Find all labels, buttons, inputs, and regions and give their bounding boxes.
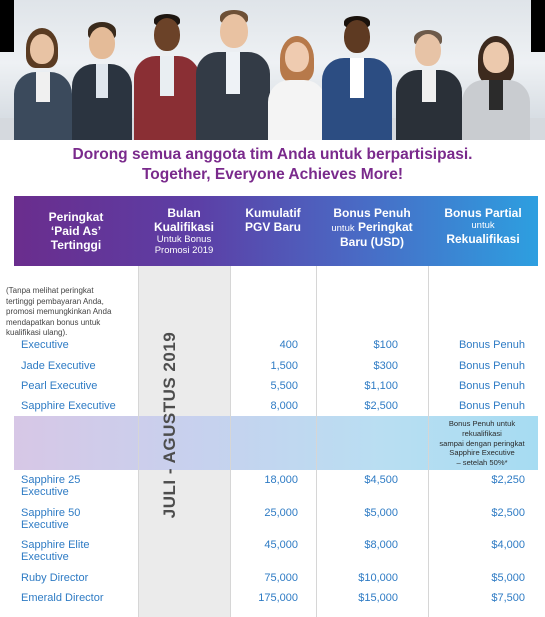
header-rank-line-3: Tertinggi: [50, 238, 102, 252]
row-rank-line-1: Sapphire Elite: [21, 539, 90, 551]
team-photo: [0, 0, 545, 140]
row-partial-bonus: $2,500: [491, 507, 525, 519]
header-month-line-3: Untuk Bonus: [156, 234, 212, 245]
row-partial-bonus: Bonus Penuh: [458, 400, 525, 412]
row-rank-line-2: Executive: [21, 551, 69, 563]
headline: Dorong semua anggota tim Anda untuk berp…: [0, 145, 545, 185]
row-rank-line-2: Executive: [21, 486, 69, 498]
header-month-line-2: Kualifikasi: [153, 220, 215, 234]
photo-edge-left: [0, 0, 14, 52]
band-note-line-4: – setelah 50%*: [456, 458, 508, 468]
band-note-line-1: Bonus Penuh untuk rekualifikasi: [448, 419, 516, 438]
header-rank: Peringkat ‘Paid As’ Tertinggi: [14, 196, 138, 266]
person-7: [396, 30, 462, 140]
sapphire-band: [14, 416, 538, 470]
row-partial-bonus: $5,000: [491, 572, 525, 584]
row-pgv: 8,000: [270, 400, 298, 412]
row-pgv: 5,500: [270, 380, 298, 392]
header-partial-line-3: Rekualifikasi: [446, 232, 520, 246]
table-header: Peringkat ‘Paid As’ Tertinggi Bulan Kual…: [14, 196, 538, 266]
row-partial-bonus: Bonus Penuh: [458, 360, 525, 372]
row-rank: Jade Executive: [21, 360, 96, 372]
header-full-line-1: Bonus Penuh: [333, 206, 411, 220]
person-2: [72, 22, 132, 140]
header-partial-bonus: Bonus Partial untuk Rekualifikasi: [428, 196, 538, 266]
row-pgv: 175,000: [258, 592, 298, 604]
row-rank: Emerald Director: [21, 592, 104, 604]
row-full-bonus: $10,000: [358, 572, 398, 584]
row-partial-bonus: $4,000: [491, 539, 525, 551]
band-note-line-2: sampai dengan peringkat: [439, 438, 525, 448]
headline-line-1: Dorong semua anggota tim Anda untuk berp…: [72, 146, 473, 163]
headline-line-2: Together, Everyone Achieves More!: [141, 166, 403, 183]
row-pgv: 400: [279, 339, 298, 351]
header-full-bonus: Bonus Penuh untuk Peringkat Baru (USD): [316, 196, 428, 266]
person-1: [14, 28, 72, 140]
header-rank-line-2: ‘Paid As’: [50, 224, 102, 238]
row-rank-line-1: Sapphire 50: [21, 507, 81, 519]
row-rank: Sapphire Elite Executive: [21, 539, 90, 563]
row-rank: Sapphire Executive: [21, 400, 116, 412]
header-rank-line-1: Peringkat: [48, 210, 104, 224]
row-rank: Ruby Director: [21, 572, 89, 584]
header-partial-line-1: Bonus Partial: [444, 206, 522, 220]
row-pgv: 1,500: [270, 360, 298, 372]
col-divider-3: [316, 266, 317, 617]
row-pgv: 75,000: [264, 572, 298, 584]
person-5: [268, 36, 326, 140]
header-pgv: Kumulatif PGV Baru: [230, 196, 316, 266]
header-month-line-4: Promosi 2019: [154, 245, 214, 256]
row-rank-line-2: Executive: [21, 519, 69, 531]
header-full-line-3: Baru (USD): [339, 235, 404, 249]
row-pgv: 25,000: [264, 507, 298, 519]
header-month-line-1: Bulan: [167, 206, 201, 220]
row-rank-line-1: Sapphire 25: [21, 474, 81, 486]
row-rank: Pearl Executive: [21, 380, 98, 392]
row-rank: Sapphire 25 Executive: [21, 474, 80, 498]
header-partial-line-2: untuk: [471, 220, 495, 231]
row-full-bonus: $1,100: [364, 380, 398, 392]
row-pgv: 18,000: [264, 474, 298, 486]
col-divider-2: [230, 266, 231, 617]
qualification-period: JULI - AGUSTUS 2019: [160, 331, 179, 519]
row-full-bonus: $8,000: [364, 539, 398, 551]
person-6: [322, 16, 392, 140]
row-rank: Sapphire 50 Executive: [21, 507, 80, 531]
person-8: [462, 36, 530, 140]
row-full-bonus: $2,500: [364, 400, 398, 412]
header-pgv-line-1: Kumulatif: [245, 206, 301, 220]
row-partial-bonus: $7,500: [491, 592, 525, 604]
row-pgv: 45,000: [264, 539, 298, 551]
person-4: [196, 10, 270, 140]
header-month: Bulan Kualifikasi Untuk Bonus Promosi 20…: [138, 196, 230, 266]
person-3: [134, 14, 200, 140]
header-full-line-2a: untuk: [331, 223, 355, 234]
band-note-line-3: Sapphire Executive: [449, 448, 515, 458]
row-rank: Executive: [21, 339, 69, 351]
row-full-bonus: $5,000: [364, 507, 398, 519]
row-full-bonus: $100: [373, 339, 398, 351]
row-partial-bonus: Bonus Penuh: [458, 380, 525, 392]
row-partial-bonus: Bonus Penuh: [458, 339, 525, 351]
row-full-bonus: $15,000: [358, 592, 398, 604]
table-note: (Tanpa melihat peringkat tertinggi pemba…: [6, 286, 112, 337]
photo-edge-right: [531, 0, 545, 52]
col-divider-1: [138, 266, 139, 617]
row-full-bonus: $4,500: [364, 474, 398, 486]
row-full-bonus: $300: [373, 360, 398, 372]
row-partial-bonus: $2,250: [491, 474, 525, 486]
header-full-line-2b: Peringkat: [357, 220, 413, 234]
col-divider-4: [428, 266, 429, 617]
band-note: Bonus Penuh untuk rekualifikasi sampai d…: [430, 419, 534, 468]
header-pgv-line-2: PGV Baru: [244, 220, 301, 234]
